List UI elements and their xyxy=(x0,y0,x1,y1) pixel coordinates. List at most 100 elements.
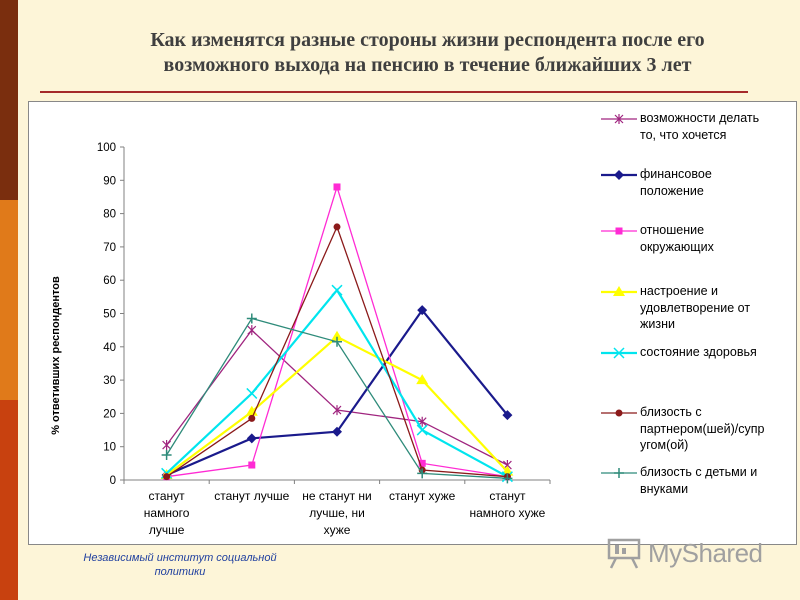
series-7 xyxy=(161,313,513,484)
y-tick-label: 80 xyxy=(103,209,116,221)
series-1 xyxy=(162,325,512,471)
legend-label: близость с детьми и внуками xyxy=(640,464,795,497)
footer-line-2: политики xyxy=(154,566,206,578)
data-point xyxy=(246,387,258,399)
legend-label-line: настроение и xyxy=(640,284,718,298)
data-point xyxy=(502,410,513,421)
legend-label-line: жизни xyxy=(640,317,675,331)
title-underline xyxy=(40,91,748,93)
series-5 xyxy=(161,284,513,483)
slide-title: Как изменятся разные стороны жизни респо… xyxy=(95,28,760,78)
legend-label: состояние здоровья xyxy=(640,344,795,361)
data-point xyxy=(163,473,171,481)
watermark-logo: MyShared xyxy=(606,536,776,572)
data-point xyxy=(502,473,513,484)
data-point xyxy=(333,223,341,231)
legend-swatch xyxy=(601,286,637,296)
y-axis-label: % ответивших респондентов xyxy=(50,276,62,435)
y-tick-label: 40 xyxy=(103,342,116,354)
data-point xyxy=(333,183,341,191)
legend-label-line: удовлетворение от xyxy=(640,300,751,315)
legend-label-line: окружающих xyxy=(640,239,714,254)
chart-legend: возможности делать то, что хочется финансо… xyxy=(599,102,798,546)
data-point xyxy=(248,461,256,469)
legend-marker xyxy=(614,468,624,478)
decorative-stripe xyxy=(0,0,18,600)
y-tick-label: 90 xyxy=(103,175,116,187)
data-point xyxy=(331,284,343,296)
legend-swatch xyxy=(601,409,637,417)
series-line xyxy=(165,288,508,478)
y-tick-label: 0 xyxy=(110,475,116,487)
legend-label-line: положение xyxy=(640,183,704,198)
x-tick-label: станут намного хуже xyxy=(469,489,545,520)
logo-wordmark: MyShared xyxy=(648,538,763,568)
legend-marker xyxy=(614,170,624,180)
stripe-segment-top xyxy=(0,0,18,200)
data-point xyxy=(247,325,257,336)
legend-marker xyxy=(614,114,624,124)
legend-label-line: финансовое xyxy=(640,167,712,181)
stripe-segment-bottom xyxy=(0,400,18,600)
legend-swatch xyxy=(601,227,637,235)
footer-line-1: Независимый институт социальной xyxy=(83,552,277,564)
x-tick-label: не станут ни лучше, ни хуже xyxy=(302,489,371,537)
y-tick-label: 70 xyxy=(103,242,116,254)
x-tick-label: станут лучше xyxy=(214,489,289,503)
legend-label: настроение и удовлетворение от жизни xyxy=(640,283,795,333)
legend-marker xyxy=(613,347,625,359)
y-tick-label: 50 xyxy=(103,309,116,321)
legend-label-line: угом(ой) xyxy=(640,438,689,452)
legend-label-line: партнером(шей)/супр xyxy=(640,421,765,436)
footer-credit: Независимый институт социальной политики xyxy=(60,551,300,579)
legend-marker xyxy=(613,286,625,296)
legend-swatch xyxy=(601,468,637,478)
y-tick-label: 10 xyxy=(103,442,116,454)
series-line xyxy=(166,329,508,466)
legend-label: возможности делать то, что хочется xyxy=(640,110,795,143)
legend-marker xyxy=(615,227,623,235)
data-point xyxy=(417,468,428,479)
presentation-board-icon xyxy=(607,538,641,569)
y-tick-label: 100 xyxy=(97,142,116,154)
data-point xyxy=(417,305,428,316)
data-point xyxy=(161,450,172,461)
legend-label-line: то, что хочется xyxy=(640,127,727,142)
y-tick-label: 30 xyxy=(103,375,116,387)
legend-label-line: близость с детьми и xyxy=(640,465,758,479)
legend-label-line: возможности делать xyxy=(640,111,760,125)
slide-title-line-2: возможного выхода на пенсию в течение бл… xyxy=(163,54,692,76)
series-4 xyxy=(160,330,514,480)
data-point xyxy=(332,426,342,437)
data-point xyxy=(246,433,257,444)
line-chart: 0 10 20 30 40 50 60 70 80 90 100 станут намного лучше… xyxy=(50,142,551,537)
legend-swatch xyxy=(601,114,637,124)
legend-label-line: отношение xyxy=(640,223,705,237)
data-point xyxy=(332,336,342,347)
y-tick-label: 20 xyxy=(103,408,116,420)
x-tick-label: станут хуже xyxy=(389,489,456,503)
data-point xyxy=(248,414,256,422)
x-tick-label: станут намного лучше xyxy=(144,489,190,537)
stripe-segment-middle xyxy=(0,200,18,400)
legend-label: близость с партнером(шей)/супр угом(ой) xyxy=(640,404,795,454)
data-point xyxy=(162,440,172,451)
data-point xyxy=(246,313,257,324)
data-point xyxy=(418,459,426,467)
legend-label: отношение окружающих xyxy=(640,222,795,255)
legend-swatch xyxy=(601,170,637,180)
chart-panel: 0 10 20 30 40 50 60 70 80 90 100 станут намного лучше… xyxy=(28,101,797,545)
legend-marker xyxy=(615,409,623,417)
data-point xyxy=(416,424,428,436)
data-point xyxy=(331,330,343,341)
slide-title-line-1: Как изменятся разные стороны жизни респо… xyxy=(150,29,705,51)
series-6 xyxy=(163,223,511,481)
legend-swatch xyxy=(601,347,637,359)
legend-label-line: внуками xyxy=(640,481,689,496)
legend-label-line: состояние здоровья xyxy=(640,345,757,359)
legend-label: финансовое положение xyxy=(640,166,795,199)
data-point xyxy=(416,374,429,385)
legend-label-line: близость с xyxy=(640,405,702,419)
y-tick-label: 60 xyxy=(103,275,116,287)
data-point xyxy=(332,405,342,416)
